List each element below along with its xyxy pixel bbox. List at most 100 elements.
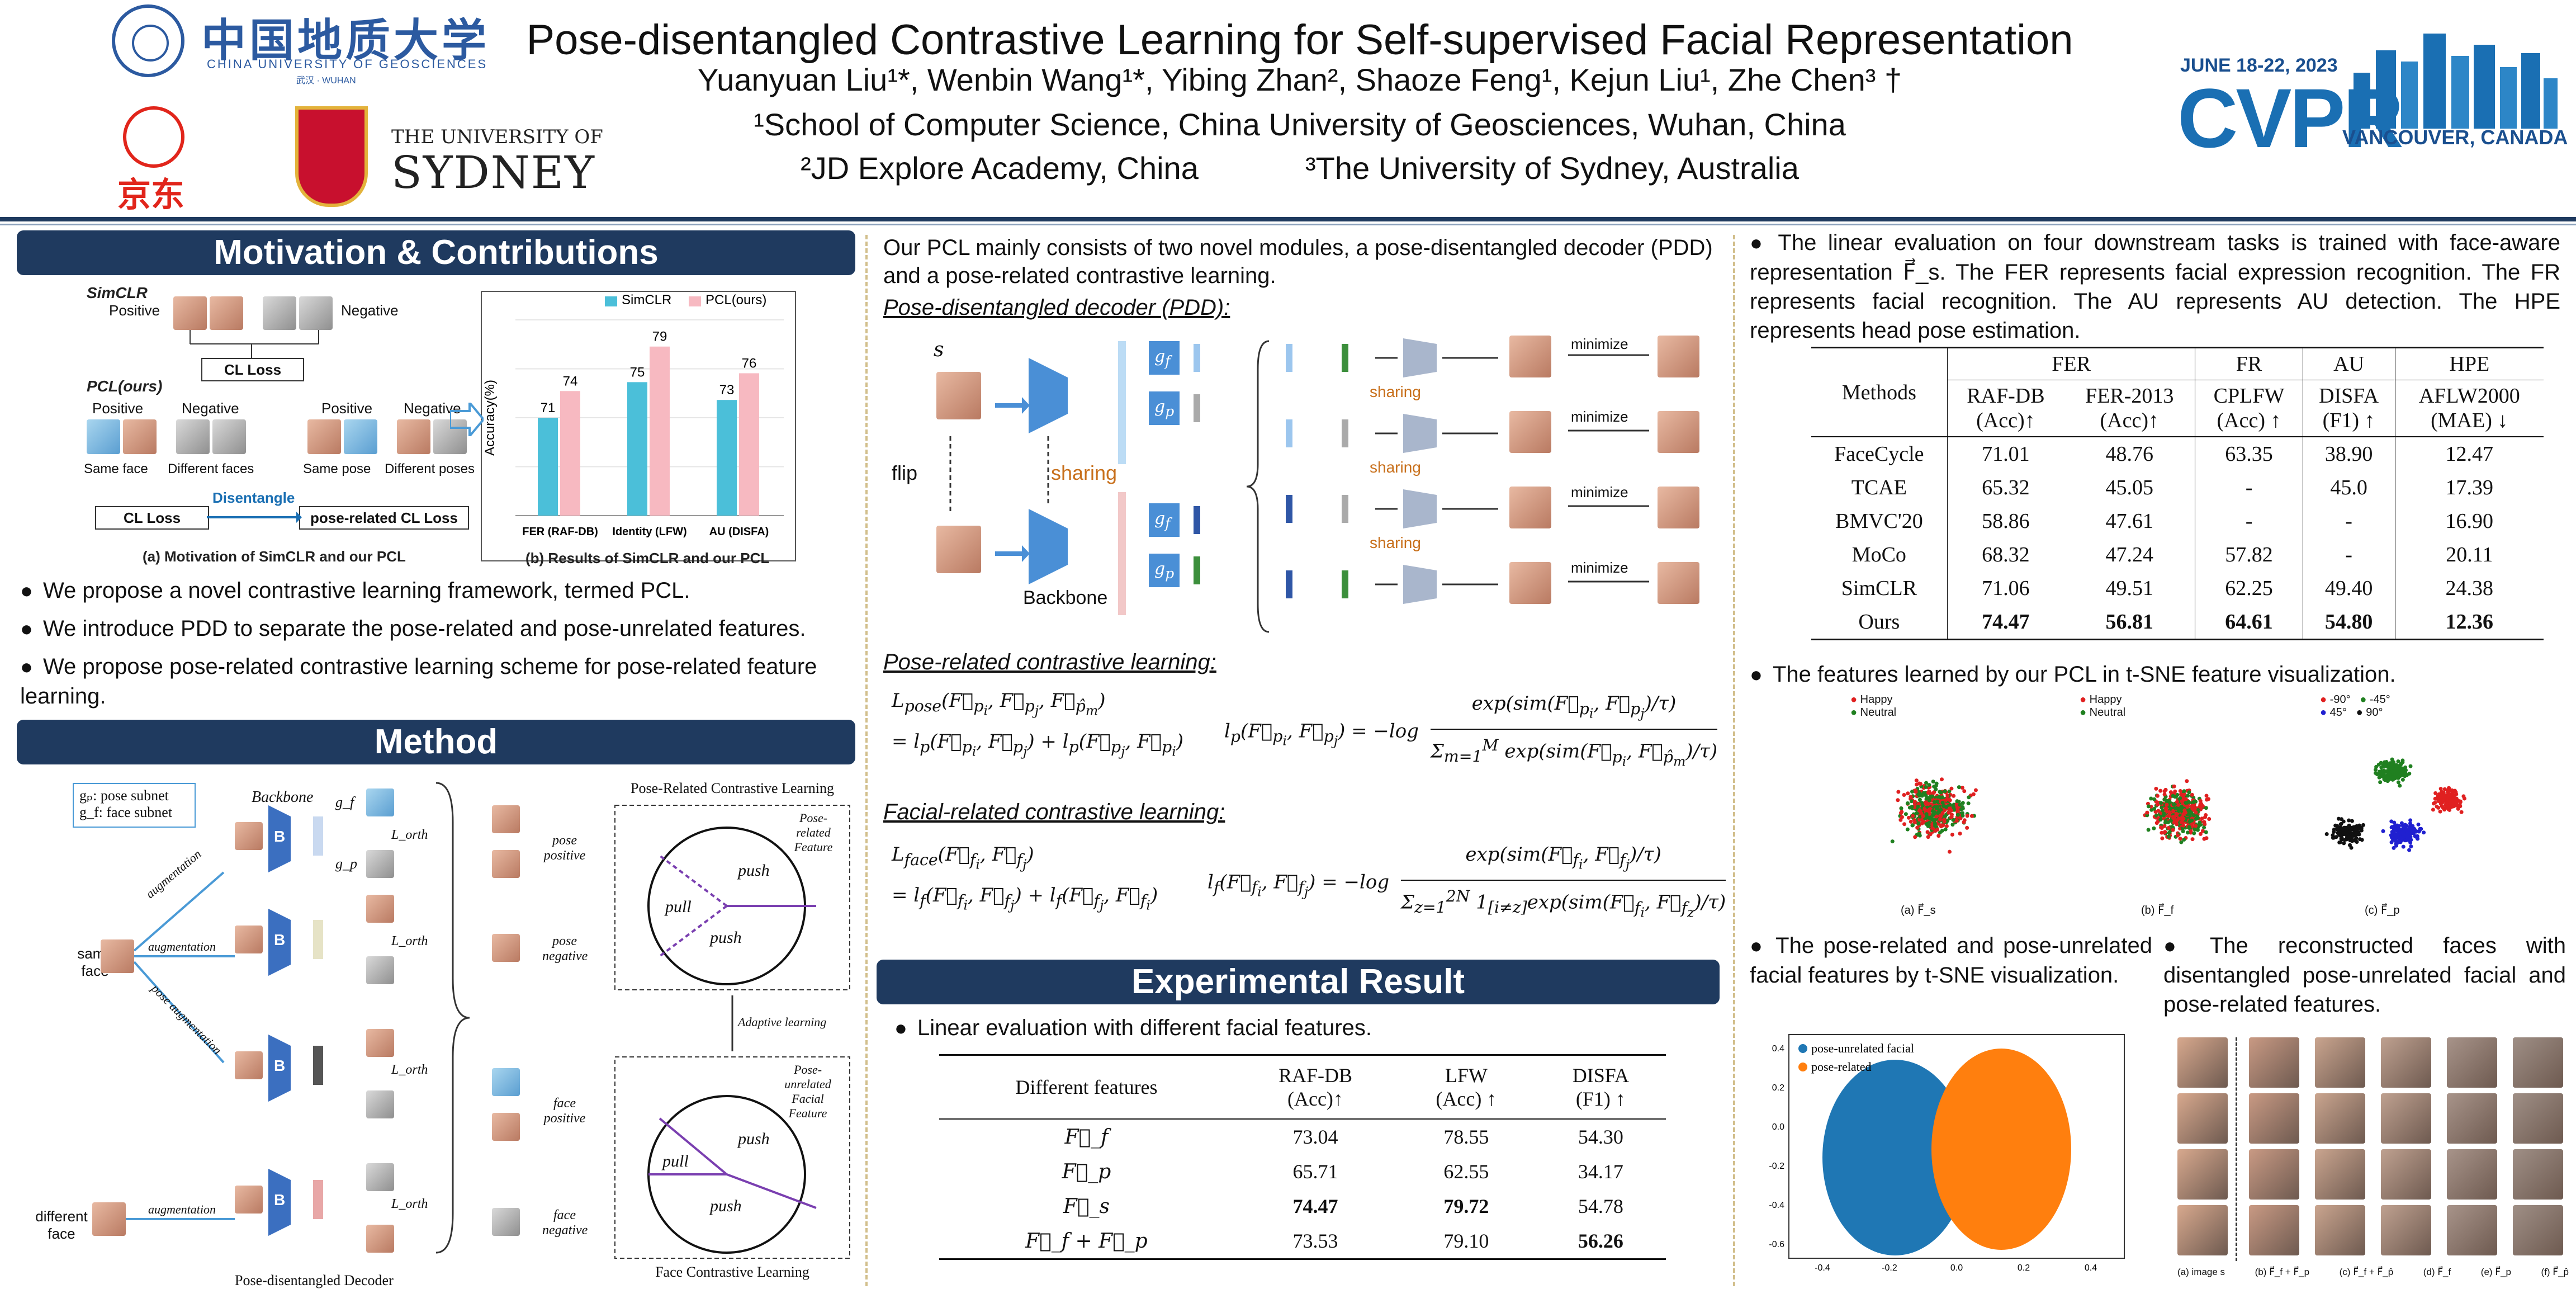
tsne-point bbox=[2334, 835, 2338, 839]
feature-table: Different features RAF-DB (Acc)↑ LFW (Acc)… bbox=[939, 1054, 1666, 1260]
table-row: MoCo 68.32 47.24 57.82- 20.11 bbox=[1811, 538, 2544, 572]
tsne-point bbox=[2176, 809, 2181, 813]
pcl-same-face: Same face bbox=[84, 461, 148, 476]
tsne-point bbox=[2431, 808, 2435, 812]
tsne-point bbox=[2204, 806, 2208, 810]
face-thumbnail bbox=[492, 1113, 520, 1141]
tsne-point bbox=[2191, 800, 2196, 804]
tsne-point bbox=[2332, 829, 2336, 834]
table-cell: 63.35 bbox=[2195, 437, 2303, 471]
tsne-point bbox=[1965, 814, 1969, 818]
tsne-point bbox=[2394, 843, 2399, 848]
table-cell: 74.47 bbox=[1982, 610, 2030, 634]
tsne-point bbox=[1948, 802, 1952, 807]
x-tick-label: 0.4 bbox=[2085, 1263, 2097, 1273]
legend-swatch bbox=[1798, 1044, 1807, 1053]
table-cell: 45.0 bbox=[2303, 471, 2395, 504]
tsne-point bbox=[2171, 815, 2176, 819]
tsne-point bbox=[2379, 761, 2383, 765]
tsne-point bbox=[1940, 823, 1944, 828]
table-cell: 56.81 bbox=[2064, 605, 2196, 640]
x-tick-label: Identity (LFW) bbox=[612, 526, 686, 538]
tsne-point bbox=[2160, 808, 2165, 813]
reconstructed-face bbox=[2177, 1093, 2228, 1144]
feature-table-col0: Different features bbox=[1015, 1076, 1158, 1098]
recon-caption-d: (d) F⃗_f bbox=[2423, 1267, 2451, 1277]
y-tick-label: -0.6 bbox=[1769, 1240, 1784, 1249]
tsne-point bbox=[1905, 827, 1910, 832]
aug-label-2: augmentation bbox=[148, 939, 216, 953]
backbone-label: Backbone bbox=[252, 788, 314, 806]
table-cell: 58.86 bbox=[1982, 509, 2030, 533]
tsne-point bbox=[1969, 814, 1974, 818]
y-tick-label: 0.0 bbox=[1772, 1122, 1784, 1132]
tsne-point bbox=[2382, 769, 2386, 773]
tsne-point bbox=[2187, 790, 2191, 795]
face-thumbnail bbox=[1509, 562, 1551, 604]
push-label-1: push bbox=[738, 861, 770, 880]
tsne-point bbox=[2185, 805, 2190, 809]
tsne-point bbox=[2418, 827, 2422, 831]
tsne-point bbox=[2158, 818, 2163, 822]
reconstructed-face bbox=[2249, 1037, 2299, 1088]
table-cell: 54.30 bbox=[1578, 1126, 1623, 1148]
pdd-title: Pose-disentangled decoder (PDD): bbox=[883, 295, 1230, 320]
tsne-point bbox=[1926, 823, 1931, 828]
tsne-point bbox=[2189, 810, 2194, 815]
pcl-intro: Our PCL mainly consists of two novel mod… bbox=[883, 235, 1713, 288]
table-cell: BMVC'20 bbox=[1811, 504, 1948, 538]
table-row: BMVC'20 58.86 47.61- -16.90 bbox=[1811, 504, 2544, 538]
tsne-point bbox=[1943, 789, 1947, 794]
table-cell: 62.25 bbox=[2195, 572, 2303, 605]
tsne-point bbox=[2152, 806, 2157, 811]
tsne-point bbox=[2146, 828, 2151, 832]
tsne-point bbox=[2373, 771, 2378, 775]
tsne-point bbox=[2171, 809, 2176, 814]
tsne-point bbox=[1936, 834, 1941, 838]
tsne-point bbox=[1950, 823, 1955, 827]
reconstructed-face bbox=[2513, 1093, 2563, 1144]
reconstructed-face bbox=[2249, 1205, 2299, 1255]
tsne-point bbox=[2392, 837, 2397, 841]
tsne-point bbox=[1960, 811, 1964, 815]
tsne-point bbox=[1938, 814, 1943, 818]
tsne-point bbox=[1922, 807, 1927, 811]
tsne-point bbox=[2178, 796, 2182, 800]
downstream-table-body: FaceCycle 71.01 48.76 63.35 38.90 12.47 TCAE 65… bbox=[1811, 437, 2544, 640]
tsne-point bbox=[2167, 830, 2171, 835]
tsne-point bbox=[2456, 806, 2460, 811]
simclr-label: SimCLR bbox=[87, 284, 148, 301]
tsne-point bbox=[2176, 833, 2180, 838]
tsne-point bbox=[2408, 764, 2413, 768]
tsne-point bbox=[2431, 801, 2436, 806]
tsne-point bbox=[2382, 764, 2386, 769]
tsne-point bbox=[1931, 813, 1935, 818]
tsne-point bbox=[2336, 831, 2340, 835]
table-cell: 20.11 bbox=[2446, 543, 2493, 566]
tsne-point bbox=[2398, 783, 2402, 788]
tsne-point bbox=[2405, 833, 2409, 837]
tsne-point bbox=[2175, 800, 2179, 804]
poster-affiliation-2: ²JD Explore Academy, China ³The Universi… bbox=[503, 150, 2096, 186]
table-cell: 62.55 bbox=[1443, 1160, 1489, 1183]
legend-gp: gₚ: pose subnet bbox=[79, 787, 169, 804]
tsne-point bbox=[2149, 796, 2153, 801]
face-thumbnail bbox=[1658, 562, 1699, 604]
tsne-point bbox=[2438, 801, 2443, 806]
sharing-label-3: sharing bbox=[1370, 534, 1421, 551]
tsne-point bbox=[2438, 809, 2442, 814]
tsne-point bbox=[1910, 789, 1915, 794]
pose-loss-equation: Lpose(F⃗pi, F⃗pj, F⃗p̂m) = lp(F⃗pi, F⃗pj… bbox=[892, 690, 1184, 759]
tsne-point bbox=[1914, 778, 1919, 783]
tsne-point bbox=[2396, 827, 2400, 832]
tsne-point bbox=[2165, 802, 2169, 807]
tsne-point bbox=[1939, 790, 1943, 795]
chart-pointer-icon bbox=[450, 403, 484, 436]
legend-swatch bbox=[689, 296, 701, 306]
tsne-point bbox=[2178, 837, 2182, 841]
table-cell: 78.55 bbox=[1443, 1126, 1489, 1148]
tsne-point bbox=[2190, 837, 2195, 842]
tsne-point bbox=[2392, 833, 2397, 838]
feature-table-col3: DISFA (F1) ↑ bbox=[1572, 1064, 1630, 1110]
bar-value-label: 79 bbox=[652, 329, 667, 344]
